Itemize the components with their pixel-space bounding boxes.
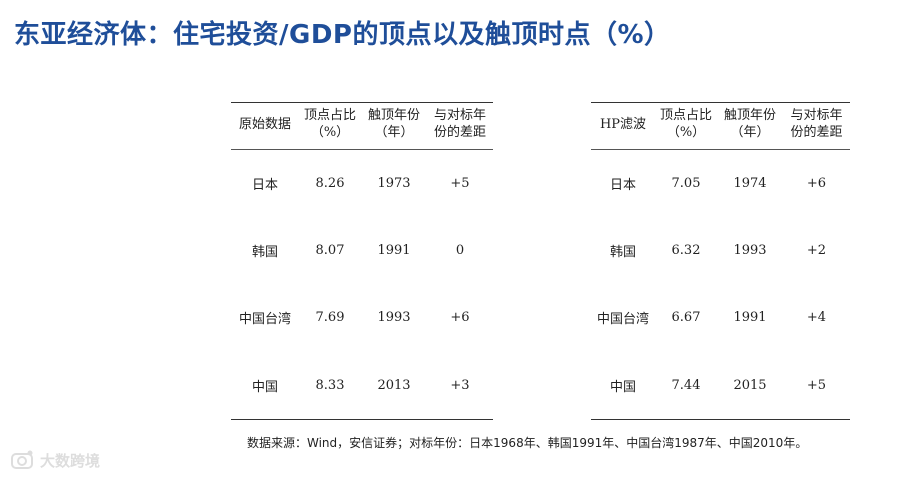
economy-cell: 中国 [231,351,299,420]
column-header: HP滤波 [591,102,655,150]
gap-cell: +6 [450,310,470,325]
peak-year-cell: 1991 [733,310,767,325]
table-header-row: HP滤波 顶点占比 （%） 触顶年份 （年） 与对标年 份的差距 [591,102,850,150]
table-row: 中国台湾 7.69 1993 +6 [231,284,493,351]
peak-ratio-cell: 8.07 [315,243,345,258]
peak-ratio-cell: 7.69 [315,310,345,325]
watermark-text: 大数跨境 [40,451,101,470]
peak-year-cell: 1974 [733,176,767,191]
gap-cell: +2 [806,243,827,258]
peak-year-cell: 1991 [377,243,411,258]
economy-cell: 日本 [251,178,278,193]
peak-ratio-cell: 6.32 [671,243,701,258]
gap-cell: +6 [806,176,827,191]
economy-cell: 韩国 [609,245,636,260]
economy-cell: 韩国 [251,245,278,260]
column-header: 与对标年 份的差距 [427,102,493,150]
table-row: 中国 7.44 2015 +5 [591,351,850,420]
peak-year-cell: 1993 [733,243,767,258]
peak-year-cell: 2013 [361,351,427,420]
column-header: 顶点占比 （%） [655,102,717,150]
column-header: 触顶年份 （年） [361,102,427,150]
peak-year-cell: 1973 [377,176,411,191]
gap-cell: 0 [455,243,465,258]
gap-cell: +5 [783,351,850,420]
table-row: 日本 8.26 1973 +5 [231,150,493,218]
table-hp-filter: HP滤波 顶点占比 （%） 触顶年份 （年） 与对标年 份的差距 日本 7.05 19… [591,102,850,420]
peak-ratio-cell: 8.33 [299,351,361,420]
peak-ratio-cell: 7.44 [655,351,717,420]
peak-ratio-cell: 6.67 [671,310,701,325]
column-header: 原始数据 [231,102,299,150]
column-header: 触顶年份 （年） [717,102,783,150]
peak-ratio-cell: 7.05 [671,176,701,191]
column-header: 与对标年 份的差距 [783,102,850,150]
gap-cell: +5 [450,176,470,191]
economy-cell: 中国台湾 [596,312,649,327]
peak-year-cell: 2015 [717,351,783,420]
economy-cell: 中国台湾 [238,312,291,327]
table-row: 韩国 6.32 1993 +2 [591,217,850,284]
table-row: 韩国 8.07 1991 0 [231,217,493,284]
camera-logo-icon [11,450,33,469]
table-row: 中国台湾 6.67 1991 +4 [591,284,850,351]
peak-ratio-cell: 8.26 [315,176,345,191]
table-raw-data: 原始数据 顶点占比 （%） 触顶年份 （年） 与对标年 份的差距 日本 8.26 19… [231,102,493,420]
peak-year-cell: 1993 [377,310,411,325]
table-row: 中国 8.33 2013 +3 [231,351,493,420]
economy-cell: 中国 [591,351,655,420]
column-header: 顶点占比 （%） [299,102,361,150]
gap-cell: +3 [427,351,493,420]
page-title: 东亚经济体：住宅投资/GDP的顶点以及触顶时点（%） [14,20,671,50]
source-note: 数据来源：Wind，安信证券；对标年份：日本1968年、韩国1991年、中国台湾… [247,436,808,450]
table-header-row: 原始数据 顶点占比 （%） 触顶年份 （年） 与对标年 份的差距 [231,102,493,150]
table-row: 日本 7.05 1974 +6 [591,150,850,218]
gap-cell: +4 [806,310,827,325]
watermark: 大数跨境 [10,449,100,471]
economy-cell: 日本 [609,178,636,193]
